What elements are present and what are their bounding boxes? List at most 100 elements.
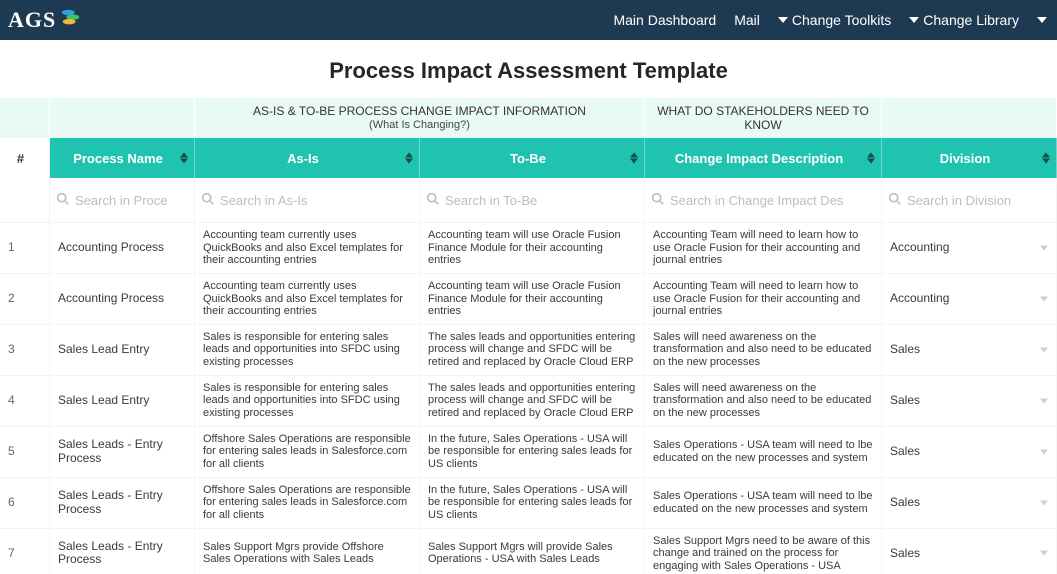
cell-process: Sales Leads - Entry Process (50, 478, 195, 528)
sort-icon[interactable] (180, 153, 188, 164)
dropdown-caret-icon[interactable] (1040, 296, 1048, 301)
group-header-change-info: AS-IS & TO-BE PROCESS CHANGE IMPACT INFO… (195, 98, 645, 138)
cell-asis: Sales is responsible for entering sales … (195, 325, 420, 375)
filter-cell-impact (645, 178, 882, 222)
cell-impact: Sales will need awareness on the transfo… (645, 325, 882, 375)
col-label: Division (940, 151, 991, 166)
brand-logo[interactable]: AGS (8, 7, 82, 34)
filter-cell-division (882, 178, 1057, 222)
table-row[interactable]: 7Sales Leads - Entry ProcessSales Suppor… (0, 528, 1057, 574)
brand-mark-icon (60, 7, 82, 34)
col-label: To-Be (510, 151, 546, 166)
table-row[interactable]: 2Accounting ProcessAccounting team curre… (0, 273, 1057, 324)
table-row[interactable]: 4Sales Lead EntrySales is responsible fo… (0, 375, 1057, 426)
cell-impact: Accounting Team will need to learn how t… (645, 223, 882, 273)
col-head-impact[interactable]: Change Impact Description (645, 138, 882, 178)
cell-impact: Sales Operations - USA team will need to… (645, 427, 882, 477)
nav-item-mail[interactable]: Mail (734, 12, 760, 28)
cell-process: Sales Leads - Entry Process (50, 427, 195, 477)
caret-down-icon (1037, 17, 1047, 23)
col-label: # (17, 151, 24, 166)
col-label: Change Impact Description (675, 151, 843, 166)
table-body: 1Accounting ProcessAccounting team curre… (0, 222, 1057, 574)
filter-input-asis[interactable] (220, 193, 413, 208)
sort-icon[interactable] (1042, 153, 1050, 164)
table-row[interactable]: 3Sales Lead EntrySales is responsible fo… (0, 324, 1057, 375)
sort-icon[interactable] (867, 153, 875, 164)
table-row[interactable]: 6Sales Leads - Entry ProcessOffshore Sal… (0, 477, 1057, 528)
dropdown-caret-icon[interactable] (1040, 551, 1048, 556)
group-header-title: AS-IS & TO-BE PROCESS CHANGE IMPACT INFO… (253, 104, 586, 118)
sort-icon[interactable] (630, 153, 638, 164)
table-row[interactable]: 1Accounting ProcessAccounting team curre… (0, 222, 1057, 273)
group-spacer (50, 98, 195, 138)
page-title: Process Impact Assessment Template (0, 40, 1057, 98)
cell-division: Accounting (882, 223, 1057, 273)
cell-num: 5 (0, 427, 50, 477)
cell-num: 7 (0, 529, 50, 574)
dropdown-caret-icon[interactable] (1040, 347, 1048, 352)
cell-tobe: In the future, Sales Operations - USA wi… (420, 427, 645, 477)
cell-tobe: Sales Support Mgrs will provide Sales Op… (420, 529, 645, 574)
cell-process: Sales Lead Entry (50, 376, 195, 426)
group-spacer (882, 98, 1057, 138)
filter-cell-num (0, 178, 50, 222)
col-label: Process Name (73, 151, 163, 166)
cell-asis: Offshore Sales Operations are responsibl… (195, 478, 420, 528)
col-label: As-Is (287, 151, 319, 166)
top-nav: AGS Main Dashboard Mail Change Toolkits … (0, 0, 1057, 40)
cell-division: Sales (882, 427, 1057, 477)
nav-items: Main Dashboard Mail Change Toolkits Chan… (613, 12, 1047, 28)
cell-num: 3 (0, 325, 50, 375)
cell-asis: Accounting team currently uses QuickBook… (195, 223, 420, 273)
filter-cell-asis (195, 178, 420, 222)
brand-text: AGS (8, 7, 56, 33)
col-head-asis[interactable]: As-Is (195, 138, 420, 178)
cell-tobe: Accounting team will use Oracle Fusion F… (420, 274, 645, 324)
search-icon (651, 192, 664, 208)
nav-item-more[interactable] (1037, 17, 1047, 23)
nav-label: Change Toolkits (792, 12, 891, 28)
cell-division: Sales (882, 478, 1057, 528)
filter-input-process[interactable] (75, 193, 188, 208)
caret-down-icon (909, 17, 919, 23)
cell-impact: Accounting Team will need to learn how t… (645, 274, 882, 324)
nav-label: Mail (734, 12, 760, 28)
cell-division: Sales (882, 325, 1057, 375)
cell-tobe: The sales leads and opportunities enteri… (420, 376, 645, 426)
nav-item-change-library[interactable]: Change Library (909, 12, 1019, 28)
cell-asis: Accounting team currently uses QuickBook… (195, 274, 420, 324)
group-header-title: WHAT DO STAKEHOLDERS NEED TO KNOW (651, 104, 875, 133)
cell-asis: Offshore Sales Operations are responsibl… (195, 427, 420, 477)
group-header-stakeholders: WHAT DO STAKEHOLDERS NEED TO KNOW (645, 98, 882, 138)
table-row[interactable]: 5Sales Leads - Entry ProcessOffshore Sal… (0, 426, 1057, 477)
filter-input-tobe[interactable] (445, 193, 638, 208)
search-icon (888, 192, 901, 208)
col-head-num[interactable]: # (0, 138, 50, 178)
cell-process: Accounting Process (50, 223, 195, 273)
filter-input-impact[interactable] (670, 193, 875, 208)
dropdown-caret-icon[interactable] (1040, 398, 1048, 403)
cell-tobe: The sales leads and opportunities enteri… (420, 325, 645, 375)
col-head-division[interactable]: Division (882, 138, 1057, 178)
cell-asis: Sales Support Mgrs provide Offshore Sale… (195, 529, 420, 574)
nav-item-main-dashboard[interactable]: Main Dashboard (613, 12, 716, 28)
dropdown-caret-icon[interactable] (1040, 245, 1048, 250)
col-head-process[interactable]: Process Name (50, 138, 195, 178)
filter-input-division[interactable] (907, 193, 1050, 208)
col-head-tobe[interactable]: To-Be (420, 138, 645, 178)
caret-down-icon (778, 17, 788, 23)
filter-cell-tobe (420, 178, 645, 222)
sort-icon[interactable] (405, 153, 413, 164)
nav-item-change-toolkits[interactable]: Change Toolkits (778, 12, 891, 28)
filter-row (0, 178, 1057, 222)
dropdown-caret-icon[interactable] (1040, 449, 1048, 454)
cell-num: 2 (0, 274, 50, 324)
filter-cell-process (50, 178, 195, 222)
cell-impact: Sales Operations - USA team will need to… (645, 478, 882, 528)
group-header-subtitle: (What Is Changing?) (369, 119, 470, 132)
cell-division: Sales (882, 529, 1057, 574)
cell-num: 1 (0, 223, 50, 273)
cell-division: Sales (882, 376, 1057, 426)
dropdown-caret-icon[interactable] (1040, 500, 1048, 505)
